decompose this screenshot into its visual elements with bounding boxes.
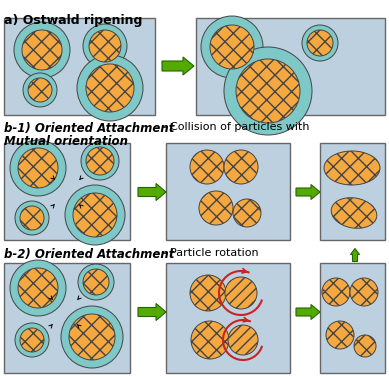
FancyArrow shape [138, 303, 166, 320]
Circle shape [18, 268, 58, 308]
FancyBboxPatch shape [166, 263, 290, 373]
Circle shape [83, 269, 109, 295]
FancyBboxPatch shape [4, 263, 130, 373]
FancyArrow shape [296, 305, 320, 320]
Circle shape [86, 147, 114, 175]
Circle shape [22, 30, 62, 70]
Circle shape [307, 30, 333, 56]
Circle shape [69, 314, 115, 360]
Circle shape [225, 277, 257, 309]
Text: - Particle rotation: - Particle rotation [159, 248, 262, 258]
Circle shape [73, 193, 117, 237]
Circle shape [14, 22, 70, 78]
FancyBboxPatch shape [320, 263, 385, 373]
Circle shape [210, 25, 254, 69]
Circle shape [236, 59, 300, 123]
FancyArrow shape [296, 185, 320, 200]
Circle shape [65, 185, 125, 245]
Circle shape [10, 140, 66, 196]
Circle shape [326, 321, 354, 349]
Circle shape [191, 321, 229, 359]
Circle shape [86, 64, 134, 112]
Circle shape [224, 150, 258, 184]
FancyArrow shape [350, 249, 359, 261]
Circle shape [78, 264, 114, 300]
Circle shape [89, 30, 121, 62]
Circle shape [199, 191, 233, 225]
Text: - Collision of particles with: - Collision of particles with [159, 122, 310, 132]
Circle shape [83, 24, 127, 68]
Circle shape [10, 260, 66, 316]
Circle shape [190, 275, 226, 311]
FancyBboxPatch shape [196, 18, 385, 115]
Ellipse shape [324, 151, 380, 185]
FancyBboxPatch shape [320, 143, 385, 240]
Circle shape [201, 16, 263, 78]
Circle shape [20, 328, 44, 352]
Circle shape [228, 325, 258, 355]
Circle shape [15, 323, 49, 357]
FancyArrow shape [138, 183, 166, 200]
Circle shape [322, 278, 350, 306]
Circle shape [18, 148, 58, 188]
Circle shape [190, 150, 224, 184]
Circle shape [15, 201, 49, 235]
Text: Mutual orientation: Mutual orientation [4, 135, 128, 148]
FancyBboxPatch shape [166, 143, 290, 240]
Text: b-1) Oriented Attachment: b-1) Oriented Attachment [4, 122, 174, 135]
Circle shape [224, 47, 312, 135]
FancyBboxPatch shape [4, 18, 155, 115]
Circle shape [77, 55, 143, 121]
Circle shape [350, 278, 378, 306]
Circle shape [28, 78, 52, 102]
Circle shape [354, 335, 376, 357]
Circle shape [233, 199, 261, 227]
Circle shape [81, 142, 119, 180]
Circle shape [302, 25, 338, 61]
FancyBboxPatch shape [4, 143, 130, 240]
FancyArrow shape [162, 57, 194, 75]
Text: a) Ostwald ripening: a) Ostwald ripening [4, 14, 142, 27]
Text: b-2) Oriented Attachment: b-2) Oriented Attachment [4, 248, 174, 261]
Circle shape [20, 206, 44, 230]
Circle shape [23, 73, 57, 107]
Ellipse shape [331, 198, 377, 228]
Circle shape [61, 306, 123, 368]
